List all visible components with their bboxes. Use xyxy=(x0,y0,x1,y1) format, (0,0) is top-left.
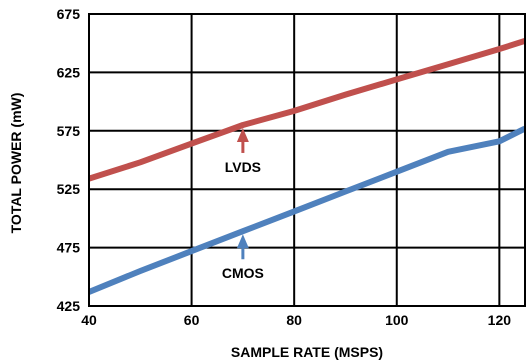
tick-labels: 40 60 80 100 120 425 475 525 575 625 675 xyxy=(57,6,512,328)
annotation-lvds: LVDS xyxy=(225,159,261,175)
x-tick-label: 120 xyxy=(488,312,512,328)
x-tick-label: 40 xyxy=(81,312,97,328)
x-tick-label: 100 xyxy=(385,312,409,328)
plot-frame xyxy=(88,13,526,307)
x-axis-label: SAMPLE RATE (MSPS) xyxy=(231,344,383,360)
y-tick-label: 425 xyxy=(57,298,81,314)
x-tick-label: 60 xyxy=(184,312,200,328)
y-tick-label: 525 xyxy=(57,181,81,197)
arrowhead-cmos xyxy=(236,234,249,249)
y-tick-label: 475 xyxy=(57,240,81,256)
annotations: LVDS CMOS xyxy=(222,127,264,281)
arrowhead-lvds xyxy=(236,127,249,142)
y-tick-label: 575 xyxy=(57,123,81,139)
series-line-cmos xyxy=(89,125,525,295)
series-line-lvds xyxy=(89,38,525,182)
y-axis-label: TOTAL POWER (mW) xyxy=(8,93,24,234)
annotation-cmos: CMOS xyxy=(222,265,264,281)
x-tick-label: 80 xyxy=(286,312,302,328)
y-tick-label: 675 xyxy=(57,6,81,22)
series-lines xyxy=(89,38,525,295)
y-tick-label: 625 xyxy=(57,64,81,80)
